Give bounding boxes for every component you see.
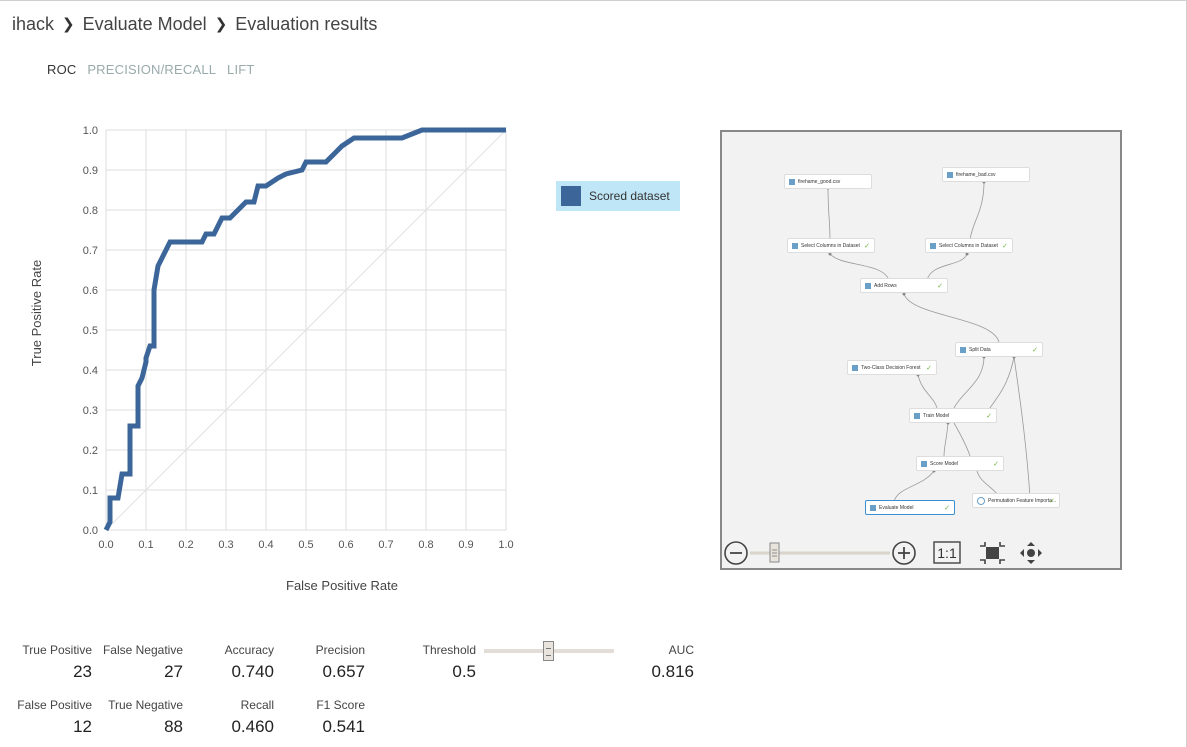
x-axis-label: False Positive Rate xyxy=(286,578,398,593)
x-tick-label: 0.6 xyxy=(338,539,353,551)
x-tick-label: 0.4 xyxy=(258,539,273,551)
graph-node-train-model[interactable]: Train Model ✓ xyxy=(909,408,997,423)
legend-label: Scored dataset xyxy=(589,189,670,203)
y-tick-label: 0.8 xyxy=(83,205,98,217)
graph-node-select-columns-2[interactable]: Select Columns in Dataset ✓ xyxy=(925,238,1013,253)
x-axis-ticks: 0.0 0.1 0.2 0.3 0.4 0.5 0.6 0.7 0.8 0.9 1.0 xyxy=(98,539,513,551)
check-icon: ✓ xyxy=(944,505,950,512)
y-axis-label: True Positive Rate xyxy=(29,260,44,366)
y-tick-label: 0.1 xyxy=(83,485,98,497)
metric-true-positive: True Positive 23 xyxy=(22,643,92,681)
top-border xyxy=(0,0,1187,1)
y-tick-label: 1.0 xyxy=(83,125,98,137)
check-icon: ✓ xyxy=(864,243,870,250)
module-icon xyxy=(870,504,876,511)
check-icon: ✓ xyxy=(1002,243,1008,250)
check-icon: ✓ xyxy=(926,365,932,372)
check-icon: ✓ xyxy=(1032,347,1038,354)
zoom-out-icon[interactable] xyxy=(724,541,748,565)
tab-roc[interactable]: ROC xyxy=(47,62,77,77)
module-icon xyxy=(960,346,966,353)
random-baseline-diagonal xyxy=(105,129,507,531)
x-tick-label: 0.1 xyxy=(138,539,153,551)
breadcrumb-item-ihack[interactable]: ihack xyxy=(12,13,55,34)
search-icon xyxy=(977,496,985,505)
y-axis-ticks: 0.0 0.1 0.2 0.3 0.4 0.5 0.6 0.7 0.8 0.9 1.0 xyxy=(83,125,98,537)
x-tick-label: 1.0 xyxy=(498,539,513,551)
graph-node-dataset-bad[interactable]: firehame_bad.csv xyxy=(942,167,1030,182)
dataset-icon xyxy=(947,171,953,178)
metric-auc: AUC 0.816 xyxy=(651,643,694,681)
x-tick-label: 0.0 xyxy=(98,539,113,551)
metric-threshold: Threshold 0.5 xyxy=(422,643,476,681)
module-icon xyxy=(792,242,798,249)
graph-node-two-class-decision-forest[interactable]: Two-Class Decision Forest ✓ xyxy=(847,360,937,375)
check-icon: ✓ xyxy=(1049,498,1055,505)
chevron-right-icon: ❯ xyxy=(62,16,75,34)
fit-to-screen-icon[interactable] xyxy=(980,542,1005,564)
y-tick-label: 0.5 xyxy=(83,325,98,337)
graph-node-dataset-good[interactable]: firehame_good.csv xyxy=(784,174,872,189)
module-icon xyxy=(914,412,920,419)
x-tick-label: 0.3 xyxy=(218,539,233,551)
chevron-right-icon: ❯ xyxy=(214,16,228,34)
module-icon xyxy=(865,282,871,289)
graph-node-evaluate-model[interactable]: Evaluate Model ✓ xyxy=(865,500,955,515)
metric-false-positive: False Positive 12 xyxy=(17,698,92,736)
check-icon: ✓ xyxy=(986,413,992,420)
breadcrumb-item-evaluation-results: Evaluation results xyxy=(235,13,378,34)
chart-grid xyxy=(105,129,507,531)
legend-swatch xyxy=(561,186,581,206)
graph-node-select-columns-1[interactable]: Select Columns in Dataset ✓ xyxy=(787,238,875,253)
breadcrumb-item-evaluate-model[interactable]: Evaluate Model xyxy=(82,13,207,34)
x-tick-label: 0.7 xyxy=(378,539,393,551)
x-tick-label: 0.5 xyxy=(298,539,313,551)
chart-tabs: ROC PRECISION/RECALL LIFT xyxy=(47,62,262,77)
chart-series xyxy=(103,127,507,532)
check-icon: ✓ xyxy=(937,283,943,290)
x-tick-label: 0.8 xyxy=(418,539,433,551)
metric-true-negative: True Negative 88 xyxy=(108,698,183,736)
tab-lift[interactable]: LIFT xyxy=(227,62,255,77)
graph-zoom-toolbar: 1:1 xyxy=(724,541,1042,565)
x-tick-label: 0.2 xyxy=(178,539,193,551)
metric-recall: Recall 0.460 xyxy=(231,698,274,736)
y-tick-label: 0.6 xyxy=(83,285,98,297)
x-tick-label: 0.9 xyxy=(458,539,473,551)
threshold-slider-thumb[interactable] xyxy=(543,641,554,661)
pan-icon[interactable] xyxy=(1020,542,1042,564)
dataset-icon xyxy=(789,178,795,185)
graph-node-permutation-feature-importance[interactable]: Permutation Feature Importa... ✓ xyxy=(972,493,1060,508)
module-icon xyxy=(930,242,936,249)
y-tick-label: 0.3 xyxy=(83,405,98,417)
roc-curve-scored-dataset xyxy=(103,127,506,532)
y-tick-label: 0.2 xyxy=(83,445,98,457)
check-icon: ✓ xyxy=(993,461,999,468)
y-tick-label: 0.9 xyxy=(83,165,98,177)
zoom-in-icon[interactable] xyxy=(892,541,916,565)
metric-accuracy: Accuracy 0.740 xyxy=(224,643,274,681)
graph-node-score-model[interactable]: Score Model ✓ xyxy=(916,456,1004,471)
tab-precision-recall[interactable]: PRECISION/RECALL xyxy=(87,62,217,77)
graph-node-add-rows[interactable]: Add Rows ✓ xyxy=(860,278,948,293)
graph-connections xyxy=(826,180,1031,503)
actual-size-button[interactable]: 1:1 xyxy=(933,541,961,564)
roc-chart: 0.0 0.1 0.2 0.3 0.4 0.5 0.6 0.7 0.8 0.9 1.0 0.0 0.1… xyxy=(29,125,514,593)
experiment-graph[interactable]: firehame_good.csv firehame_bad.csv Selec… xyxy=(720,130,1122,570)
legend-item-scored-dataset[interactable]: Scored dataset xyxy=(556,181,680,211)
module-icon xyxy=(852,364,858,371)
zoom-slider-thumb[interactable] xyxy=(769,542,780,563)
graph-node-split-data[interactable]: Split Data ✓ xyxy=(955,342,1043,357)
y-tick-label: 0.0 xyxy=(83,525,98,537)
y-tick-label: 0.7 xyxy=(83,245,98,257)
svg-text:1:1: 1:1 xyxy=(937,545,957,561)
metric-f1-score: F1 Score 0.541 xyxy=(316,698,365,736)
metric-false-negative: False Negative 27 xyxy=(102,643,183,681)
metric-precision: Precision 0.657 xyxy=(315,643,365,681)
breadcrumb: ihack ❯ Evaluate Model ❯ Evaluation results xyxy=(12,13,377,35)
y-tick-label: 0.4 xyxy=(83,365,98,377)
module-icon xyxy=(921,460,927,467)
